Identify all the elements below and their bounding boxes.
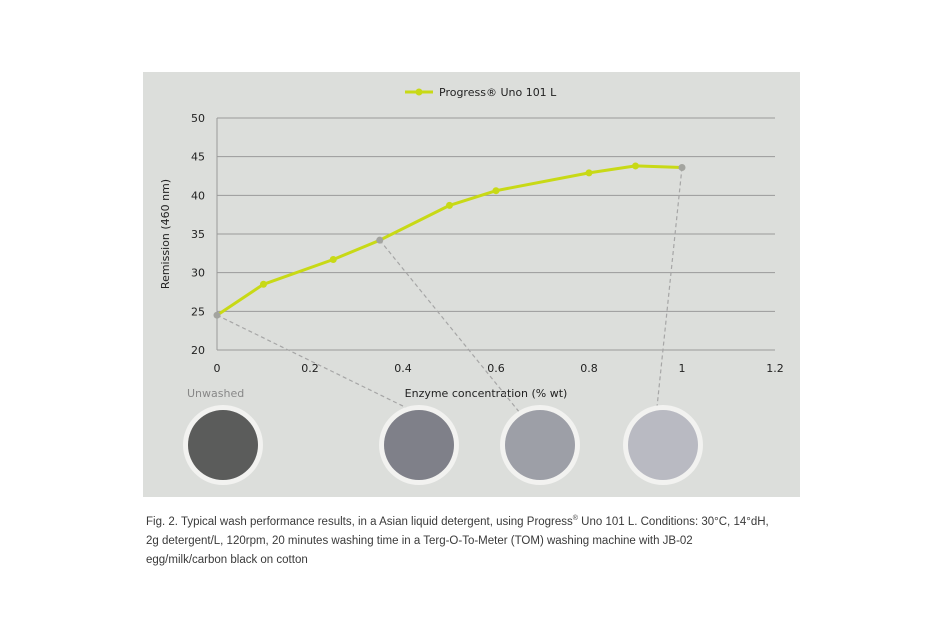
x-tick-label: 0.2 [301, 362, 319, 375]
legend-label: Progress® Uno 101 L [439, 86, 557, 99]
x-tick-label: 0.4 [394, 362, 412, 375]
x-tick-label: 0 [214, 362, 221, 375]
x-tick-label: 1 [679, 362, 686, 375]
swatch-label-unwashed: Unwashed [187, 387, 244, 400]
connector-line [379, 239, 521, 414]
y-tick-label: 40 [191, 189, 205, 202]
caption-rest-line1: Uno 101 L. Conditions: 30°C, 14°dH, [577, 516, 769, 528]
caption-prefix: Fig. 2. Typical wash performance results… [146, 516, 573, 528]
caption-reg: ® [572, 515, 578, 523]
connector-line [656, 167, 683, 408]
caption-line3: egg/milk/carbon black on cotton [146, 554, 308, 566]
legend-marker [415, 88, 423, 96]
data-point [329, 256, 337, 264]
x-axis-label: Enzyme concentration (% wt) [405, 387, 568, 400]
data-point [446, 201, 453, 209]
x-tick-label: 0.6 [487, 362, 505, 375]
swatch-fabric [628, 410, 698, 480]
x-tick-label: 0.8 [580, 362, 598, 375]
y-tick-label: 50 [191, 112, 205, 125]
data-point [376, 236, 384, 244]
data-point [492, 187, 500, 195]
y-tick-label: 30 [191, 267, 205, 280]
figure-caption: Fig. 2. Typical wash performance results… [146, 513, 806, 570]
data-point [260, 280, 267, 288]
y-axis-label: Remission (460 nm) [159, 179, 172, 289]
y-tick-label: 35 [191, 228, 205, 241]
data-point [213, 311, 221, 319]
swatch-fabric [505, 410, 575, 480]
data-point [678, 163, 686, 171]
y-tick-label: 20 [191, 344, 205, 357]
data-point [632, 162, 639, 170]
series-line [216, 164, 683, 317]
chart-panel: 20 25 30 35 40 45 50 0 0.2 0.4 0.6 0.8 1 1.2 Remission… [143, 72, 800, 497]
swatch-fabric [188, 410, 258, 480]
connector-line [216, 314, 410, 410]
data-point [585, 169, 593, 177]
caption-line2: 2g detergent/L, 120rpm, 20 minutes washi… [146, 535, 693, 547]
swatch-fabric [384, 410, 454, 480]
x-tick-label: 1.2 [766, 362, 784, 375]
y-tick-label: 45 [191, 151, 205, 164]
y-tick-label: 25 [191, 305, 205, 318]
chart-svg: 20 25 30 35 40 45 50 0 0.2 0.4 0.6 0.8 1 1.2 Remission… [159, 86, 784, 485]
